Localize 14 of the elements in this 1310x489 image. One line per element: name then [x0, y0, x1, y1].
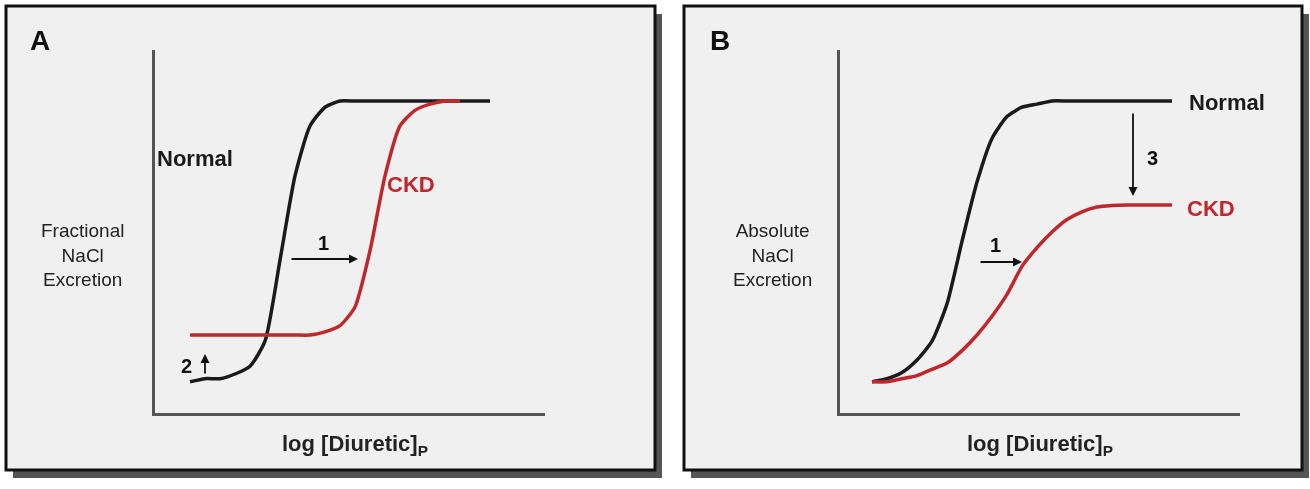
annotation: 3 — [1147, 147, 1159, 169]
chart-title: B — [710, 25, 731, 56]
annotation: 1 — [990, 234, 1002, 256]
text: Normal — [157, 146, 233, 171]
series-label: Normal — [1189, 90, 1265, 115]
x-axis-title: log [Diuretic]$_{P}$ — [282, 431, 428, 459]
chart-title: A — [30, 25, 51, 56]
y-axis-title: Absolute NaCl Excretion — [733, 220, 813, 291]
x-axis-title: log [Diuretic]$_{P}$ — [967, 431, 1113, 459]
series-label: CKD — [1187, 196, 1235, 221]
y-axis-title: Fractional NaCl Excretion — [41, 220, 125, 291]
annotation: 2 — [181, 355, 193, 377]
series-label: CKD — [387, 172, 435, 197]
annotation: 1 — [318, 232, 330, 254]
